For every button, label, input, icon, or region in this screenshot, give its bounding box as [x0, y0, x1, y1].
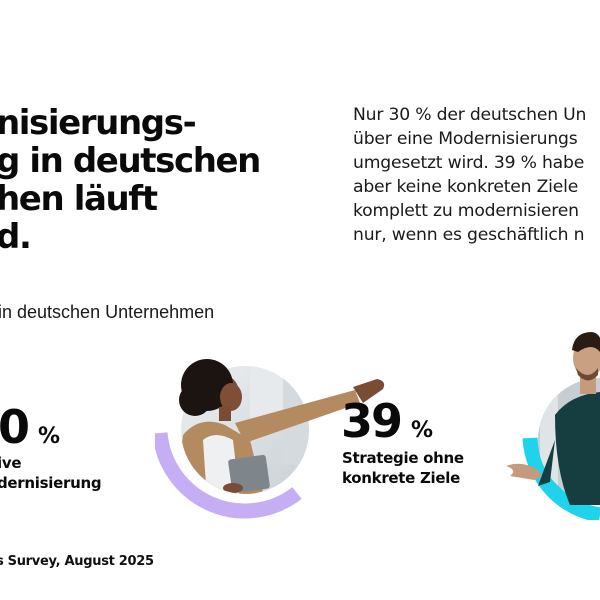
man-gesturing-photo: [506, 332, 600, 523]
headline: nisierungs- g in deutschen hen läuft d.: [0, 104, 326, 256]
stat-unit: %: [38, 424, 61, 449]
stat-label-1: ive dernisierung: [0, 453, 102, 493]
stat-number: 0: [0, 400, 30, 454]
headline-line: g in deutschen: [0, 141, 261, 181]
stat-number: 39: [341, 394, 403, 448]
stat-value-1: 0%: [0, 404, 60, 460]
intro-line: Nur 30 % der deutschen Un: [353, 105, 587, 125]
intro-line: nur, wenn es geschäftlich n: [353, 225, 585, 245]
headline-line: hen läuft: [0, 179, 158, 219]
intro-line: über eine Modernisierungs: [353, 129, 578, 149]
source-note: s Survey, August 2025: [0, 554, 154, 569]
intro-line: komplett zu modernisieren: [353, 201, 579, 221]
woman-pointing-photo: [152, 359, 385, 519]
stat-label-line: dernisierung: [0, 474, 102, 492]
intro-line: umgesetzt wird. 39 % habe: [353, 153, 585, 173]
stat-label-line: Strategie ohne: [342, 449, 464, 467]
stat-label-line: konkrete Ziele: [342, 469, 460, 487]
stat-label-2: Strategie ohne konkrete Ziele: [342, 448, 464, 488]
man-photo-group: [500, 320, 600, 523]
intro-line: aber keine konkreten Ziele: [353, 177, 579, 197]
intro-paragraph: Nur 30 % der deutschen Un über eine Mode…: [353, 103, 600, 247]
woman-photo-group: [152, 345, 395, 520]
headline-line: d.: [0, 217, 32, 257]
headline-line: nisierungs-: [0, 103, 197, 143]
stat-value-2: 39%: [341, 398, 433, 454]
stat-unit: %: [411, 418, 434, 443]
section-subtitle: in deutschen Unternehmen: [0, 302, 215, 322]
stat-label-line: ive: [0, 454, 22, 472]
